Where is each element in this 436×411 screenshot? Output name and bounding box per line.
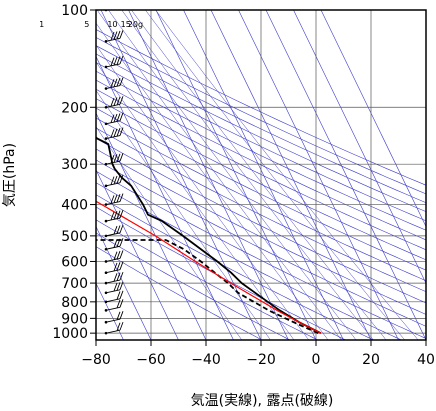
y-tick-label: 500 <box>61 229 88 245</box>
dry-adiabat-line <box>96 182 402 340</box>
dry-adiabat-line <box>96 70 426 231</box>
wind-barb <box>104 30 124 43</box>
wind-barb <box>104 77 124 90</box>
x-tick-label: 20 <box>362 352 380 368</box>
y-tick-label: 200 <box>61 100 88 116</box>
y-tick-label: 1000 <box>52 326 88 342</box>
mixing-ratio-line <box>96 10 342 340</box>
background-lines <box>96 10 426 340</box>
wind-barb <box>104 55 124 69</box>
isotherm-line <box>96 282 124 340</box>
mixing-ratio-line <box>96 61 295 340</box>
dry-adiabat-line <box>96 29 426 186</box>
dry-adiabat-line <box>96 62 426 222</box>
y-tick-label: 800 <box>61 295 88 311</box>
isotherm-line <box>183 10 344 340</box>
series-lines <box>96 136 322 335</box>
x-tick-label: −40 <box>191 352 221 368</box>
mixing-ratio-line <box>108 10 357 340</box>
dry-adiabat-line <box>96 159 426 327</box>
isotherm-line <box>96 169 179 340</box>
y-tick-label: 700 <box>61 276 88 292</box>
mixing-ratio-line <box>155 10 419 340</box>
wind-barb <box>104 281 124 295</box>
x-axis-label: 気温(実線), 露点(破線) <box>191 393 334 409</box>
dry-adiabat-line <box>96 37 426 195</box>
y-axis-label: 気圧(hPa) <box>2 143 18 207</box>
y-tick-label: 300 <box>61 157 88 173</box>
wind-barb <box>104 271 124 285</box>
isotherm-line <box>96 112 207 340</box>
y-tick-label: 900 <box>61 311 88 327</box>
y-tick-label: 600 <box>61 254 88 270</box>
dry-adiabat-line <box>96 148 426 315</box>
x-axis-ticks: −80 −60 −40 −20 0 20 40 <box>81 340 435 368</box>
parcel-path-line <box>96 200 322 334</box>
dry-adiabat-line <box>96 127 426 293</box>
dry-adiabat-line <box>96 107 426 271</box>
wind-barb <box>104 250 124 263</box>
wind-barb <box>104 261 124 274</box>
wind-barb <box>104 311 124 324</box>
dry-adiabat-line <box>96 88 426 251</box>
mixing-ratio-label: 10 <box>107 20 117 29</box>
wind-barb <box>104 127 124 140</box>
dry-adiabat-line <box>96 232 291 340</box>
wind-barb <box>104 96 124 109</box>
mixing-ratio-label: 20g <box>128 20 143 29</box>
wind-barb <box>104 224 124 238</box>
x-tick-label: 0 <box>312 352 321 368</box>
mixing-ratio-line <box>131 10 387 340</box>
wind-barb <box>104 153 124 166</box>
x-tick-label: −80 <box>81 352 111 368</box>
mixing-ratio-line <box>145 10 405 340</box>
mixing-ratio-line <box>121 10 374 340</box>
isotherm-line <box>210 10 372 340</box>
x-tick-label: 40 <box>417 352 435 368</box>
x-tick-label: −20 <box>246 352 276 368</box>
wind-barb <box>104 174 124 188</box>
isotherm-line <box>265 10 426 340</box>
grid-lines <box>96 10 426 340</box>
isotherm-line <box>293 10 426 284</box>
x-tick-label: −60 <box>136 352 166 368</box>
wind-barb <box>104 321 124 335</box>
dry-adiabat-line <box>96 170 426 339</box>
isotherm-line <box>96 225 152 340</box>
y-tick-label: 100 <box>61 3 88 19</box>
wind-barb <box>104 238 124 251</box>
dry-adiabat-line <box>96 246 263 340</box>
isotherm-line <box>155 10 317 340</box>
dry-adiabat-line <box>96 53 426 212</box>
dry-adiabat-line <box>96 206 346 340</box>
dewpoint-line <box>96 239 319 335</box>
mixing-ratio-label: 1 <box>39 20 44 29</box>
mixing-ratio-label: 15 <box>121 20 131 29</box>
wind-barb <box>104 290 124 304</box>
wind-barb <box>104 299 124 312</box>
dry-adiabat-line <box>96 194 374 340</box>
dry-adiabat-line <box>96 79 426 241</box>
dry-adiabat-line <box>96 117 426 282</box>
dry-adiabat-line <box>96 45 426 204</box>
wind-barb <box>104 112 124 126</box>
mixing-ratio-line <box>96 22 329 340</box>
temperature-line <box>96 136 322 335</box>
dry-adiabat-line <box>96 219 318 340</box>
wind-barbs <box>104 10 124 335</box>
wind-barb <box>104 209 124 223</box>
wind-barb <box>104 193 124 206</box>
mixing-ratio-label: 5 <box>84 20 89 29</box>
dry-adiabat-line <box>96 98 426 261</box>
y-tick-label: 400 <box>61 198 88 214</box>
isotherm-line <box>238 10 399 340</box>
